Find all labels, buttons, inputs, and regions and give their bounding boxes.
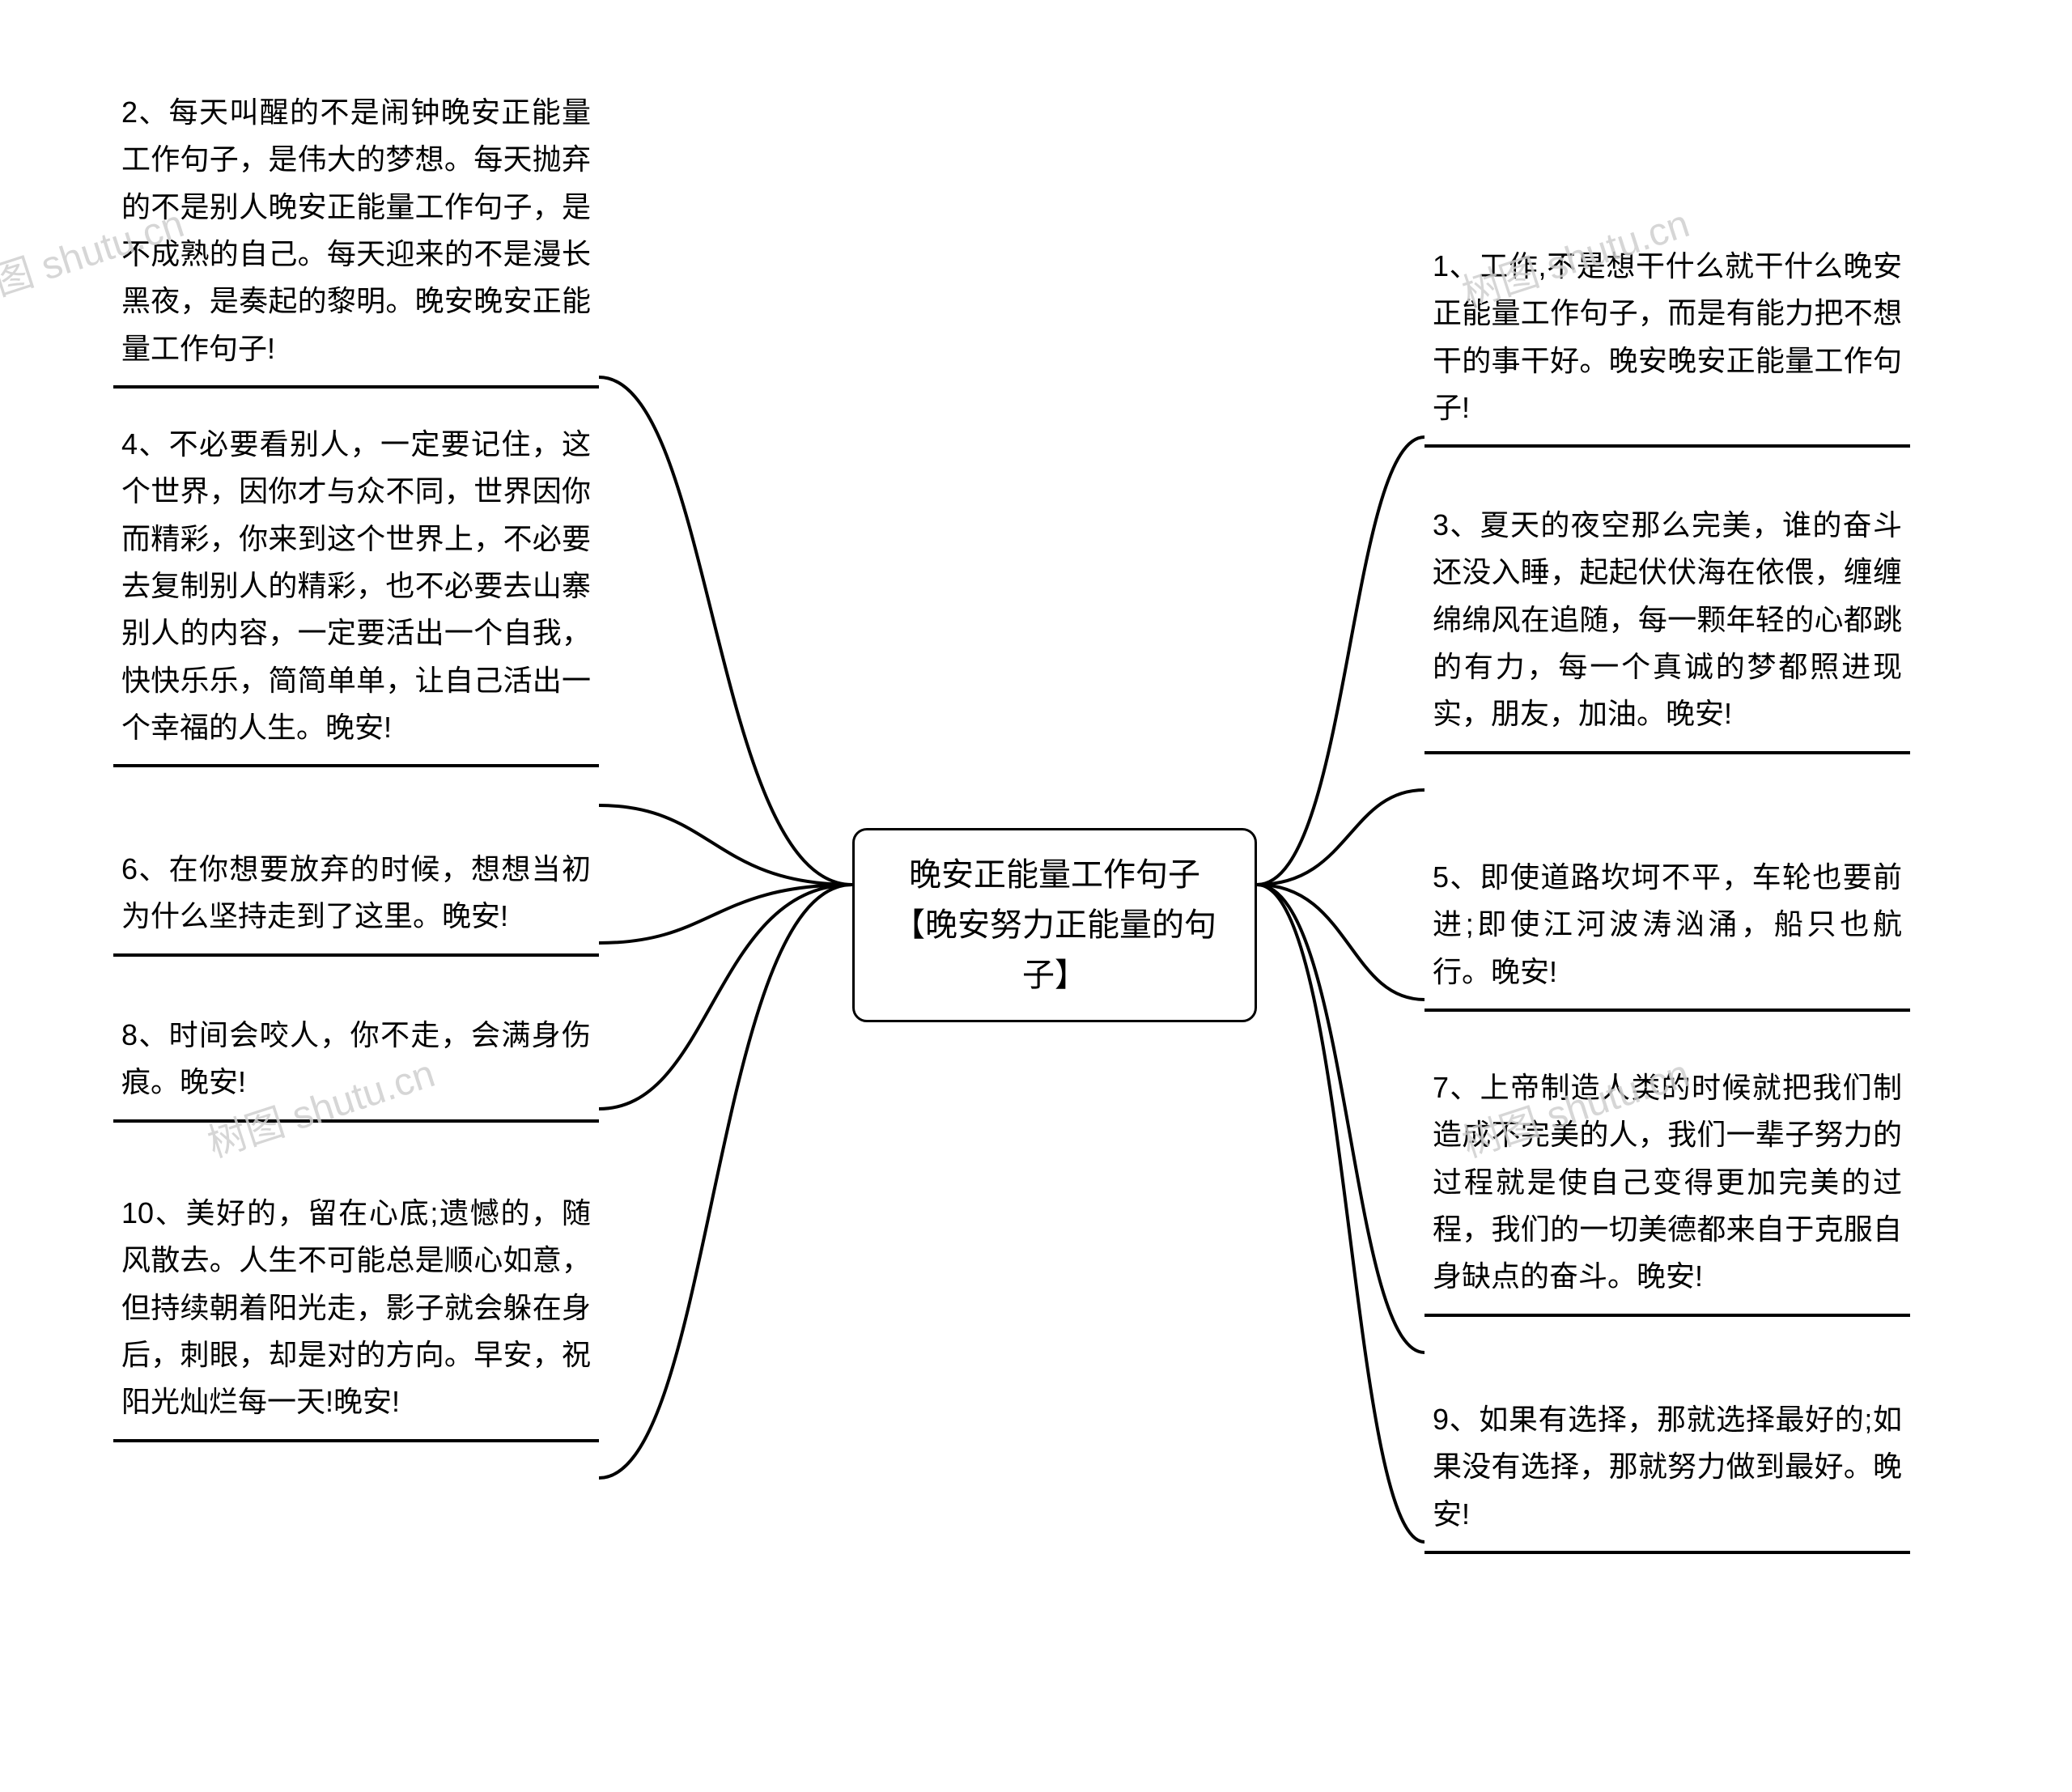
branch-r2: 3、夏天的夜空那么完美，谁的奋斗还没入睡，起起伏伏海在依偎，缠缠绵绵风在追随，每…	[1424, 502, 1910, 754]
branch-text: 8、时间会咬人，你不走，会满身伤痕。晚安!	[121, 1018, 591, 1098]
mindmap-canvas: 晚安正能量工作句子【晚安努力正能量的句子】 2、每天叫醒的不是闹钟晚安正能量工作…	[0, 0, 2072, 1792]
branch-text: 3、夏天的夜空那么完美，谁的奋斗还没入睡，起起伏伏海在依偎，缠缠绵绵风在追随，每…	[1433, 508, 1902, 730]
center-node-text: 晚安正能量工作句子【晚安努力正能量的句子】	[893, 857, 1216, 993]
branch-r3: 5、即使道路坎坷不平，车轮也要前进;即使江河波涛汹涌，船只也航行。晚安!	[1424, 854, 1910, 1012]
connector-3	[599, 885, 852, 1109]
branch-r1: 1、工作,不是想干什么就干什么晚安正能量工作句子，而是有能力把不想干的事干好。晚…	[1424, 243, 1910, 448]
connector-2	[599, 885, 852, 943]
branch-text: 9、如果有选择，那就选择最好的;如果没有选择，那就努力做到最好。晚安!	[1433, 1403, 1902, 1531]
branch-text: 1、工作,不是想干什么就干什么晚安正能量工作句子，而是有能力把不想干的事干好。晚…	[1433, 249, 1902, 424]
connector-7	[1257, 885, 1424, 1000]
branch-l1: 2、每天叫醒的不是闹钟晚安正能量工作句子，是伟大的梦想。每天抛弃的不是别人晚安正…	[113, 89, 599, 389]
branch-text: 5、即使道路坎坷不平，车轮也要前进;即使江河波涛汹涌，船只也航行。晚安!	[1433, 860, 1902, 988]
center-node: 晚安正能量工作句子【晚安努力正能量的句子】	[852, 828, 1257, 1022]
branch-text: 10、美好的，留在心底;遗憾的，随风散去。人生不可能总是顺心如意，但持续朝着阳光…	[121, 1196, 591, 1418]
connector-5	[1257, 437, 1424, 885]
branch-r4: 7、上帝制造人类的时候就把我们制造成不完美的人，我们一辈子努力的过程就是使自己变…	[1424, 1064, 1910, 1317]
connector-1	[599, 805, 852, 885]
branch-text: 7、上帝制造人类的时候就把我们制造成不完美的人，我们一辈子努力的过程就是使自己变…	[1433, 1071, 1902, 1293]
branch-l2: 4、不必要看别人，一定要记住，这个世界，因你才与众不同，世界因你而精彩，你来到这…	[113, 421, 599, 767]
branch-l3: 6、在你想要放弃的时候，想想当初为什么坚持走到了这里。晚安!	[113, 846, 599, 957]
branch-l4: 8、时间会咬人，你不走，会满身伤痕。晚安!	[113, 1012, 599, 1123]
connector-8	[1257, 885, 1424, 1352]
connector-4	[599, 885, 852, 1478]
connector-9	[1257, 885, 1424, 1542]
branch-text: 2、每天叫醒的不是闹钟晚安正能量工作句子，是伟大的梦想。每天抛弃的不是别人晚安正…	[121, 96, 591, 365]
branch-r5: 9、如果有选择，那就选择最好的;如果没有选择，那就努力做到最好。晚安!	[1424, 1396, 1910, 1554]
branch-text: 4、不必要看别人，一定要记住，这个世界，因你才与众不同，世界因你而精彩，你来到这…	[121, 427, 591, 744]
branch-text: 6、在你想要放弃的时候，想想当初为什么坚持走到了这里。晚安!	[121, 852, 591, 932]
branch-l5: 10、美好的，留在心底;遗憾的，随风散去。人生不可能总是顺心如意，但持续朝着阳光…	[113, 1190, 599, 1442]
connector-0	[599, 377, 852, 885]
connector-6	[1257, 790, 1424, 885]
